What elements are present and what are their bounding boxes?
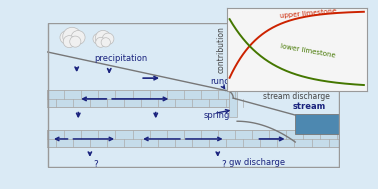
Circle shape: [96, 37, 106, 47]
Bar: [47, 91, 229, 107]
Text: spring: spring: [204, 111, 230, 120]
Text: upper limestone: upper limestone: [280, 9, 337, 19]
Bar: [295, 114, 340, 134]
Circle shape: [63, 27, 81, 46]
Circle shape: [102, 33, 114, 45]
Circle shape: [101, 38, 110, 47]
Circle shape: [63, 36, 75, 48]
Text: ?: ?: [94, 160, 99, 169]
Circle shape: [93, 33, 104, 44]
Text: lower limestone: lower limestone: [280, 43, 336, 58]
Text: precipitation: precipitation: [94, 54, 147, 63]
X-axis label: stream discharge: stream discharge: [263, 92, 330, 101]
Y-axis label: contribution: contribution: [217, 26, 225, 73]
Text: runoff: runoff: [210, 77, 235, 86]
Text: ?: ?: [222, 160, 226, 169]
Circle shape: [60, 31, 73, 44]
Bar: [229, 91, 237, 117]
Circle shape: [95, 30, 111, 46]
Circle shape: [71, 31, 85, 44]
Text: gw discharge: gw discharge: [229, 158, 285, 167]
Bar: [47, 130, 340, 147]
Text: stream: stream: [292, 102, 325, 111]
Circle shape: [70, 36, 81, 47]
